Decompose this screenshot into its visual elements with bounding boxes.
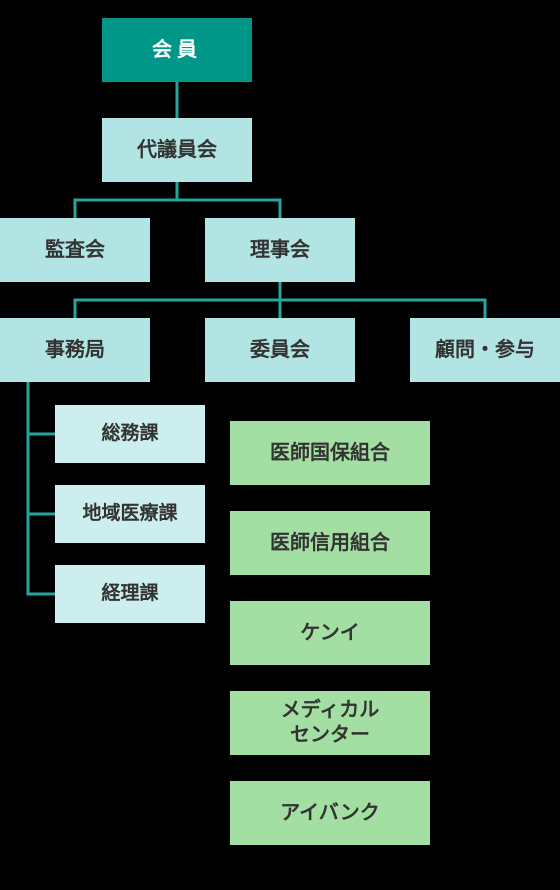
node-committees-label: 委員会 (250, 338, 310, 363)
node-ext_eyebank-label: アイバンク (280, 801, 380, 826)
node-ext_kokuho: 医師国保組合 (230, 421, 430, 485)
node-accounting: 経理課 (55, 565, 205, 623)
node-ext_kokuho-label: 医師国保組合 (270, 441, 390, 466)
node-members: 会員 (102, 18, 252, 82)
node-committees: 委員会 (205, 318, 355, 382)
node-delegates-label: 代議員会 (137, 138, 217, 163)
node-accounting-label: 経理課 (101, 582, 158, 606)
node-ext_shinyo-label: 医師信用組合 (270, 531, 390, 556)
node-secretariat-label: 事務局 (45, 338, 105, 363)
node-board: 理事会 (205, 218, 355, 282)
node-general: 総務課 (55, 405, 205, 463)
node-board-label: 理事会 (250, 238, 310, 263)
node-ext_kenei-label: ケンイ (300, 621, 359, 646)
node-ext_medical: メディカル センター (230, 691, 430, 755)
org-chart: 会員代議員会監査会 理事会事務局 委員会 顧問・参与総務課地域医療課経理課 医師国保組合… (0, 0, 560, 890)
node-ext_shinyo: 医師信用組合 (230, 511, 430, 575)
node-ext_eyebank: アイバンク (230, 781, 430, 845)
node-general-label: 総務課 (101, 422, 158, 446)
node-advisors-label: 顧問・参与 (435, 338, 535, 363)
node-regional: 地域医療課 (55, 485, 205, 543)
node-delegates: 代議員会 (102, 118, 252, 182)
node-ext_medical-label: メディカル センター (281, 698, 380, 748)
node-regional-label: 地域医療課 (82, 502, 177, 526)
node-ext_kenei: ケンイ (230, 601, 430, 665)
node-audit: 監査会 (0, 218, 150, 282)
node-secretariat: 事務局 (0, 318, 150, 382)
node-advisors: 顧問・参与 (410, 318, 560, 382)
node-audit-label: 監査会 (45, 238, 105, 263)
node-members-label: 会員 (152, 38, 202, 63)
